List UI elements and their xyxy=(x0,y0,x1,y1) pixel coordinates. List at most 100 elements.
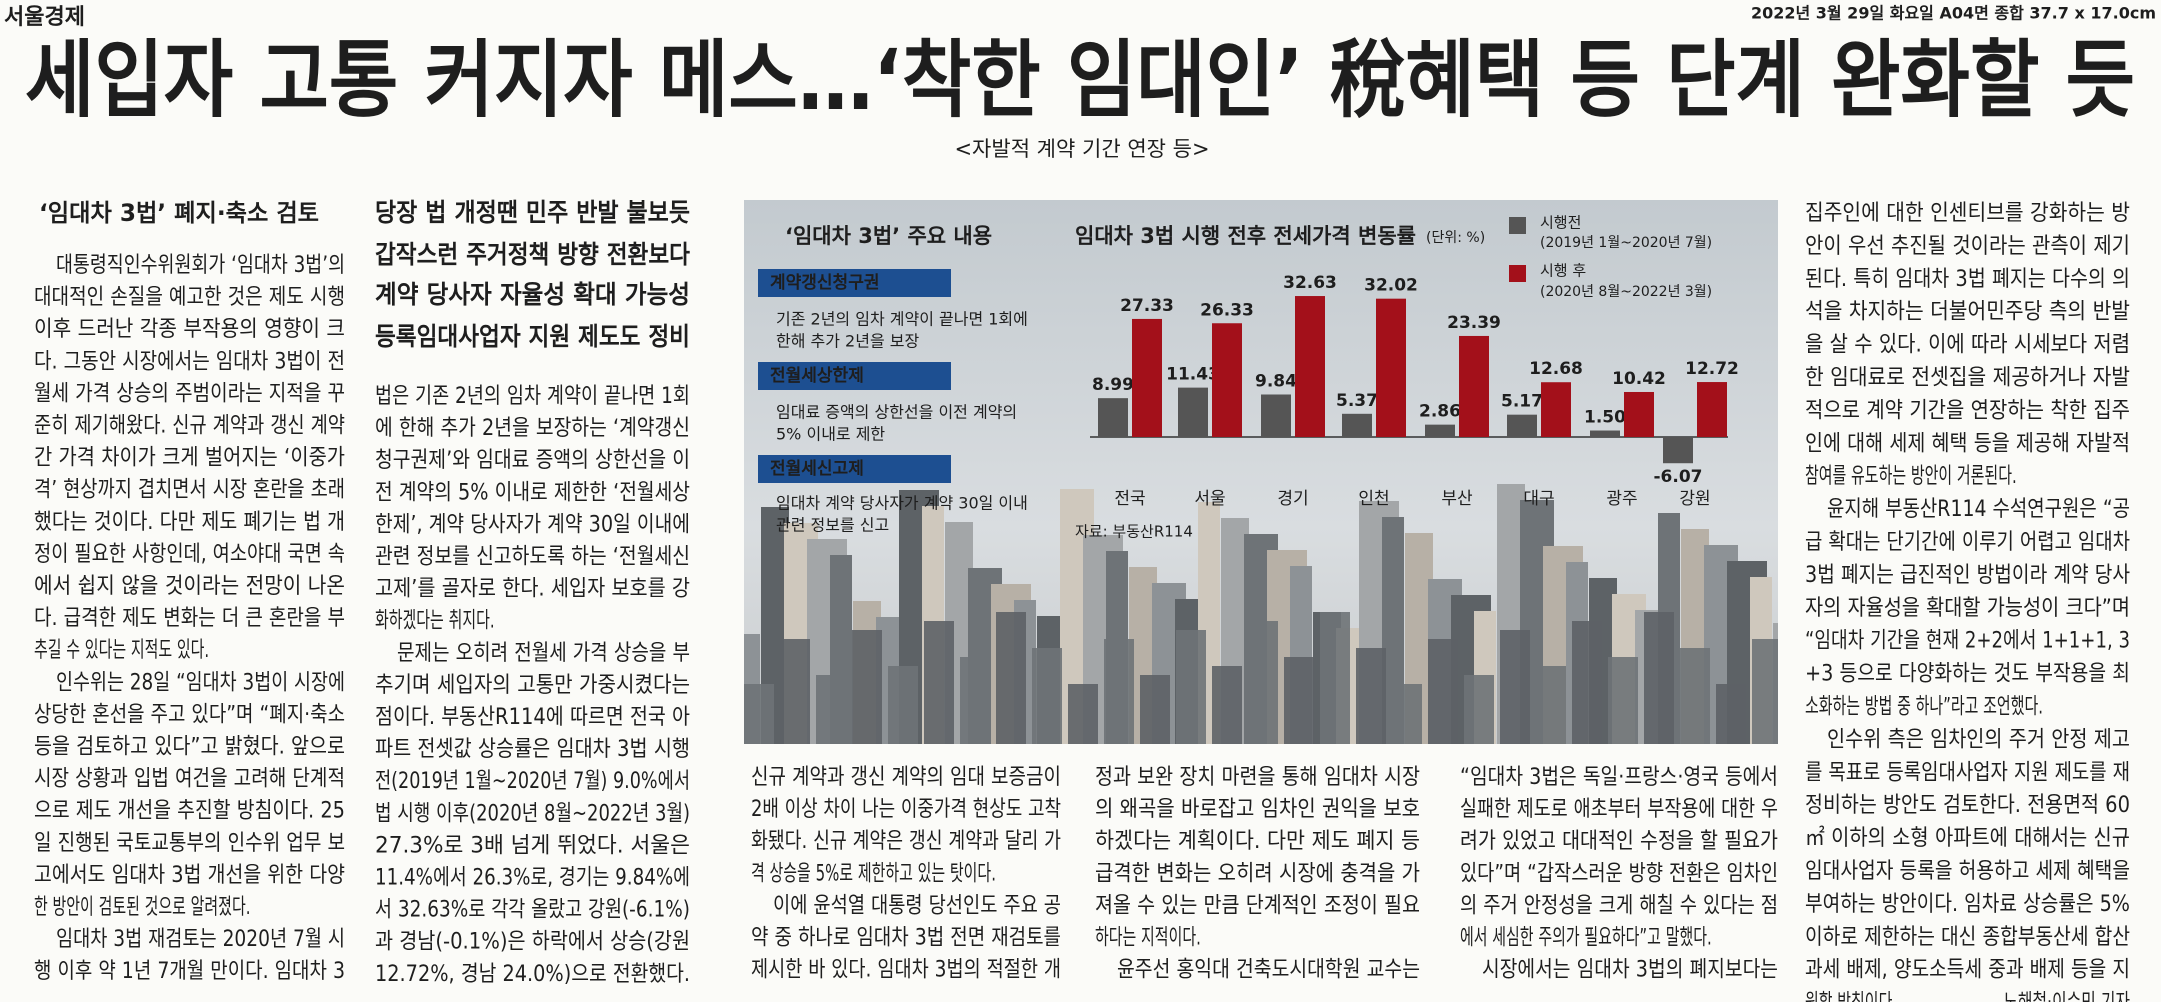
building xyxy=(888,666,918,744)
dateline: 2022년 3월 29일 화요일 A04면 종합 37.7 x 17.0cm xyxy=(1751,4,2156,23)
body-line: 정과 보완 장치 마련을 통해 임대차 시장 xyxy=(1095,765,1420,790)
value-label: 5.17 xyxy=(1501,392,1543,412)
body-line: 전 계약의 5% 이내로 제한한 ‘전월세상 xyxy=(375,480,690,505)
body-line: 인에 대해 세제 혜택 등을 제공해 자발적 xyxy=(1805,431,2130,456)
building xyxy=(1608,657,1638,744)
bar xyxy=(1295,296,1325,437)
body-line: 에 한해 추가 2년을 보장하는 ‘계약갱신 xyxy=(375,416,690,441)
bar xyxy=(1132,318,1162,437)
body-line: 과세 배제, 양도소득세 중과 배제 등을 지 xyxy=(1805,958,2130,983)
building xyxy=(1752,639,1778,744)
building xyxy=(1284,657,1314,744)
value-label: 11.43 xyxy=(1166,365,1220,385)
value-label: 2.86 xyxy=(1419,402,1461,422)
building xyxy=(852,630,882,744)
body-line: 시장 상황과 입법 여건을 고려해 단계적 xyxy=(34,767,345,792)
value-label: 8.99 xyxy=(1092,375,1134,395)
value-label: 27.33 xyxy=(1120,296,1174,316)
building xyxy=(1176,630,1206,744)
bar xyxy=(1697,382,1727,437)
body-line: 을 살 수 있다. 이에 따라 시세보다 저렴 xyxy=(1805,333,2130,358)
bar xyxy=(1425,424,1455,437)
building xyxy=(744,684,774,744)
bar xyxy=(1212,323,1242,437)
body-line: 의 왜곡을 바로잡고 임차인 권익을 보호 xyxy=(1095,797,1420,822)
body-line: 한 방안이 검토된 것으로 알려졌다. xyxy=(34,895,250,920)
body-line: 의 주거 안정성을 크게 해칠 수 있다는 점 xyxy=(1460,893,1778,918)
body-line: 에서 세심한 주의가 필요하다”고 말했다. xyxy=(1460,926,1712,951)
category-label: 광주 xyxy=(1606,489,1637,509)
building xyxy=(996,612,1026,744)
body-line: 소화하는 방법 중 하나”라고 조언했다. xyxy=(1805,695,2043,720)
byline: 노해철·이수민 기자 xyxy=(2003,991,2130,1002)
legend-period: (2019년 1월~2020년 7월) xyxy=(1540,235,1712,251)
legend-label: 시행전 xyxy=(1540,214,1581,232)
body-line: 문제는 오히려 전월세 가격 상승을 부 xyxy=(397,641,690,666)
body-line: “임대차 3법은 독일·프랑스·영국 등에서 xyxy=(1460,765,1778,790)
body-line: “임대차 기간을 현재 2+2에서 1+1+1, 3 xyxy=(1805,629,2130,654)
body-line: 급 확대는 단기간에 이루기 어렵고 임대차 xyxy=(1805,530,2130,555)
body-line: 다. 그동안 시장에서는 임대차 3법이 전 xyxy=(34,349,345,374)
body-line: ㎡ 이하의 소형 아파트에 대해서는 신규 xyxy=(1805,825,2130,851)
value-label: 12.68 xyxy=(1529,359,1583,379)
body-line: 다. 급격한 제도 변화는 더 큰 혼란을 부 xyxy=(34,606,345,631)
body-line: 윤주선 홍익대 건축도시대학원 교수는 xyxy=(1117,958,1420,983)
body-line: 임대사업자 등록을 허용하고 세제 혜택을 xyxy=(1805,859,2130,884)
value-label: 9.84 xyxy=(1255,371,1297,391)
body-line: 고제’를 골자로 한다. 세입자 보호를 강 xyxy=(375,577,690,602)
building xyxy=(1536,666,1566,744)
body-line: 청구권제’와 임대료 증액의 상한선을 이 xyxy=(375,448,690,473)
building xyxy=(924,621,954,744)
body-line: 3법 폐지는 급진적인 방법이라 계약 당사 xyxy=(1805,563,2130,588)
body-line: 를 목표로 등록임대사업자 지원 제도를 재 xyxy=(1805,760,2130,785)
body-line: 있다”며 “갑작스러운 방향 전환은 임차인 xyxy=(1460,861,1778,886)
masthead: 서울경제 xyxy=(4,5,85,30)
category-label: 강원 xyxy=(1679,489,1710,509)
body-line: 실패한 제도로 애초부터 부작용에 대한 우 xyxy=(1460,797,1778,822)
body-line: 정비하는 방안도 검토한다. 전용면적 60 xyxy=(1805,793,2130,818)
body-line: 전(2019년 1월~2020년 7월) 9.0%에서 xyxy=(375,769,690,794)
body-line: 격’ 현상까지 겹치면서 시장 혼란을 초래 xyxy=(34,478,345,503)
infobox-text: 기존 2년의 임차 계약이 끝나면 1회에 xyxy=(776,310,1028,329)
body-line: 참여를 유도하는 방안이 거론된다. xyxy=(1805,464,2017,489)
bar xyxy=(1507,414,1537,437)
body-line: 간 가격 차이가 크게 벌어지는 ‘이중가 xyxy=(34,446,345,471)
building xyxy=(780,639,810,744)
infobox-text: 5% 이내로 제한 xyxy=(776,425,885,444)
body-line: 2배 이상 차이 나는 이중가격 현상도 고착 xyxy=(751,797,1061,822)
body-line: 인수위는 28일 “임대차 3법이 시장에 xyxy=(56,670,345,695)
body-line: 약 중 하나로 임대차 3법 전면 재검토를 xyxy=(751,926,1061,951)
body-line: 일 진행된 국토교통부의 인수위 업무 보 xyxy=(34,831,345,856)
value-label: 10.42 xyxy=(1612,369,1666,389)
body-line: 자의 자율성을 확대할 가능성이 크다”며 xyxy=(1805,596,2130,621)
category-label: 서울 xyxy=(1194,489,1225,509)
body-line: 석을 차지하는 더불어민주당 측의 반발 xyxy=(1805,300,2130,325)
body-line: 법 시행 이후(2020년 8월~2022년 3월) xyxy=(375,801,690,826)
building xyxy=(1212,666,1242,744)
body-line: 급격한 변화는 오히려 시장에 충격을 가 xyxy=(1095,861,1420,886)
bar xyxy=(1541,382,1571,437)
body-line: 점이다. 부동산R114에 따르면 전국 아 xyxy=(375,705,690,730)
body-line: 한 임대료로 전셋집을 제공하거나 자발 xyxy=(1805,366,2130,391)
body-line: 화하겠다는 취지다. xyxy=(375,609,495,634)
infobox-text: 임대료 증액의 상한선을 이전 계약의 xyxy=(776,403,1017,422)
body-line: 12.72%, 경남 24.0%)으로 전환했다. xyxy=(375,962,690,987)
chart-title: 임대차 3법 시행 전후 전세가격 변동률 xyxy=(1075,224,1416,248)
building xyxy=(1500,630,1530,744)
infobox-label: 계약갱신청구권 xyxy=(770,272,879,293)
building xyxy=(1680,648,1710,744)
infobox-label-box xyxy=(758,455,951,483)
body-line: 관련 정보를 신고하도록 하는 ‘전월세신 xyxy=(375,545,690,570)
body-line: 27.3%로 3배 넘게 뛰었다. 서울은 xyxy=(375,833,690,858)
body-line: 행 이후 약 1년 7개월 만이다. 임대차 3 xyxy=(34,959,345,984)
body-line: 부여하는 방안이다. 임차료 상승률은 5% xyxy=(1805,892,2130,917)
body-line: 월세 가격 상승의 주범이라는 지적을 꾸 xyxy=(34,381,345,406)
body-line: 고에서도 임대차 3법 개선을 위한 다양 xyxy=(34,863,345,888)
bar xyxy=(1624,391,1654,437)
body-line: 한제’, 계약 당사자가 계약 30일 이내에 xyxy=(375,512,690,537)
building xyxy=(1392,684,1422,744)
building xyxy=(1032,648,1062,744)
body-line: 등을 검토하고 있다”고 밝혔다. 앞으로 xyxy=(34,735,345,760)
body-line: 법은 기존 2년의 임차 계약이 끝나면 1회 xyxy=(375,384,690,409)
